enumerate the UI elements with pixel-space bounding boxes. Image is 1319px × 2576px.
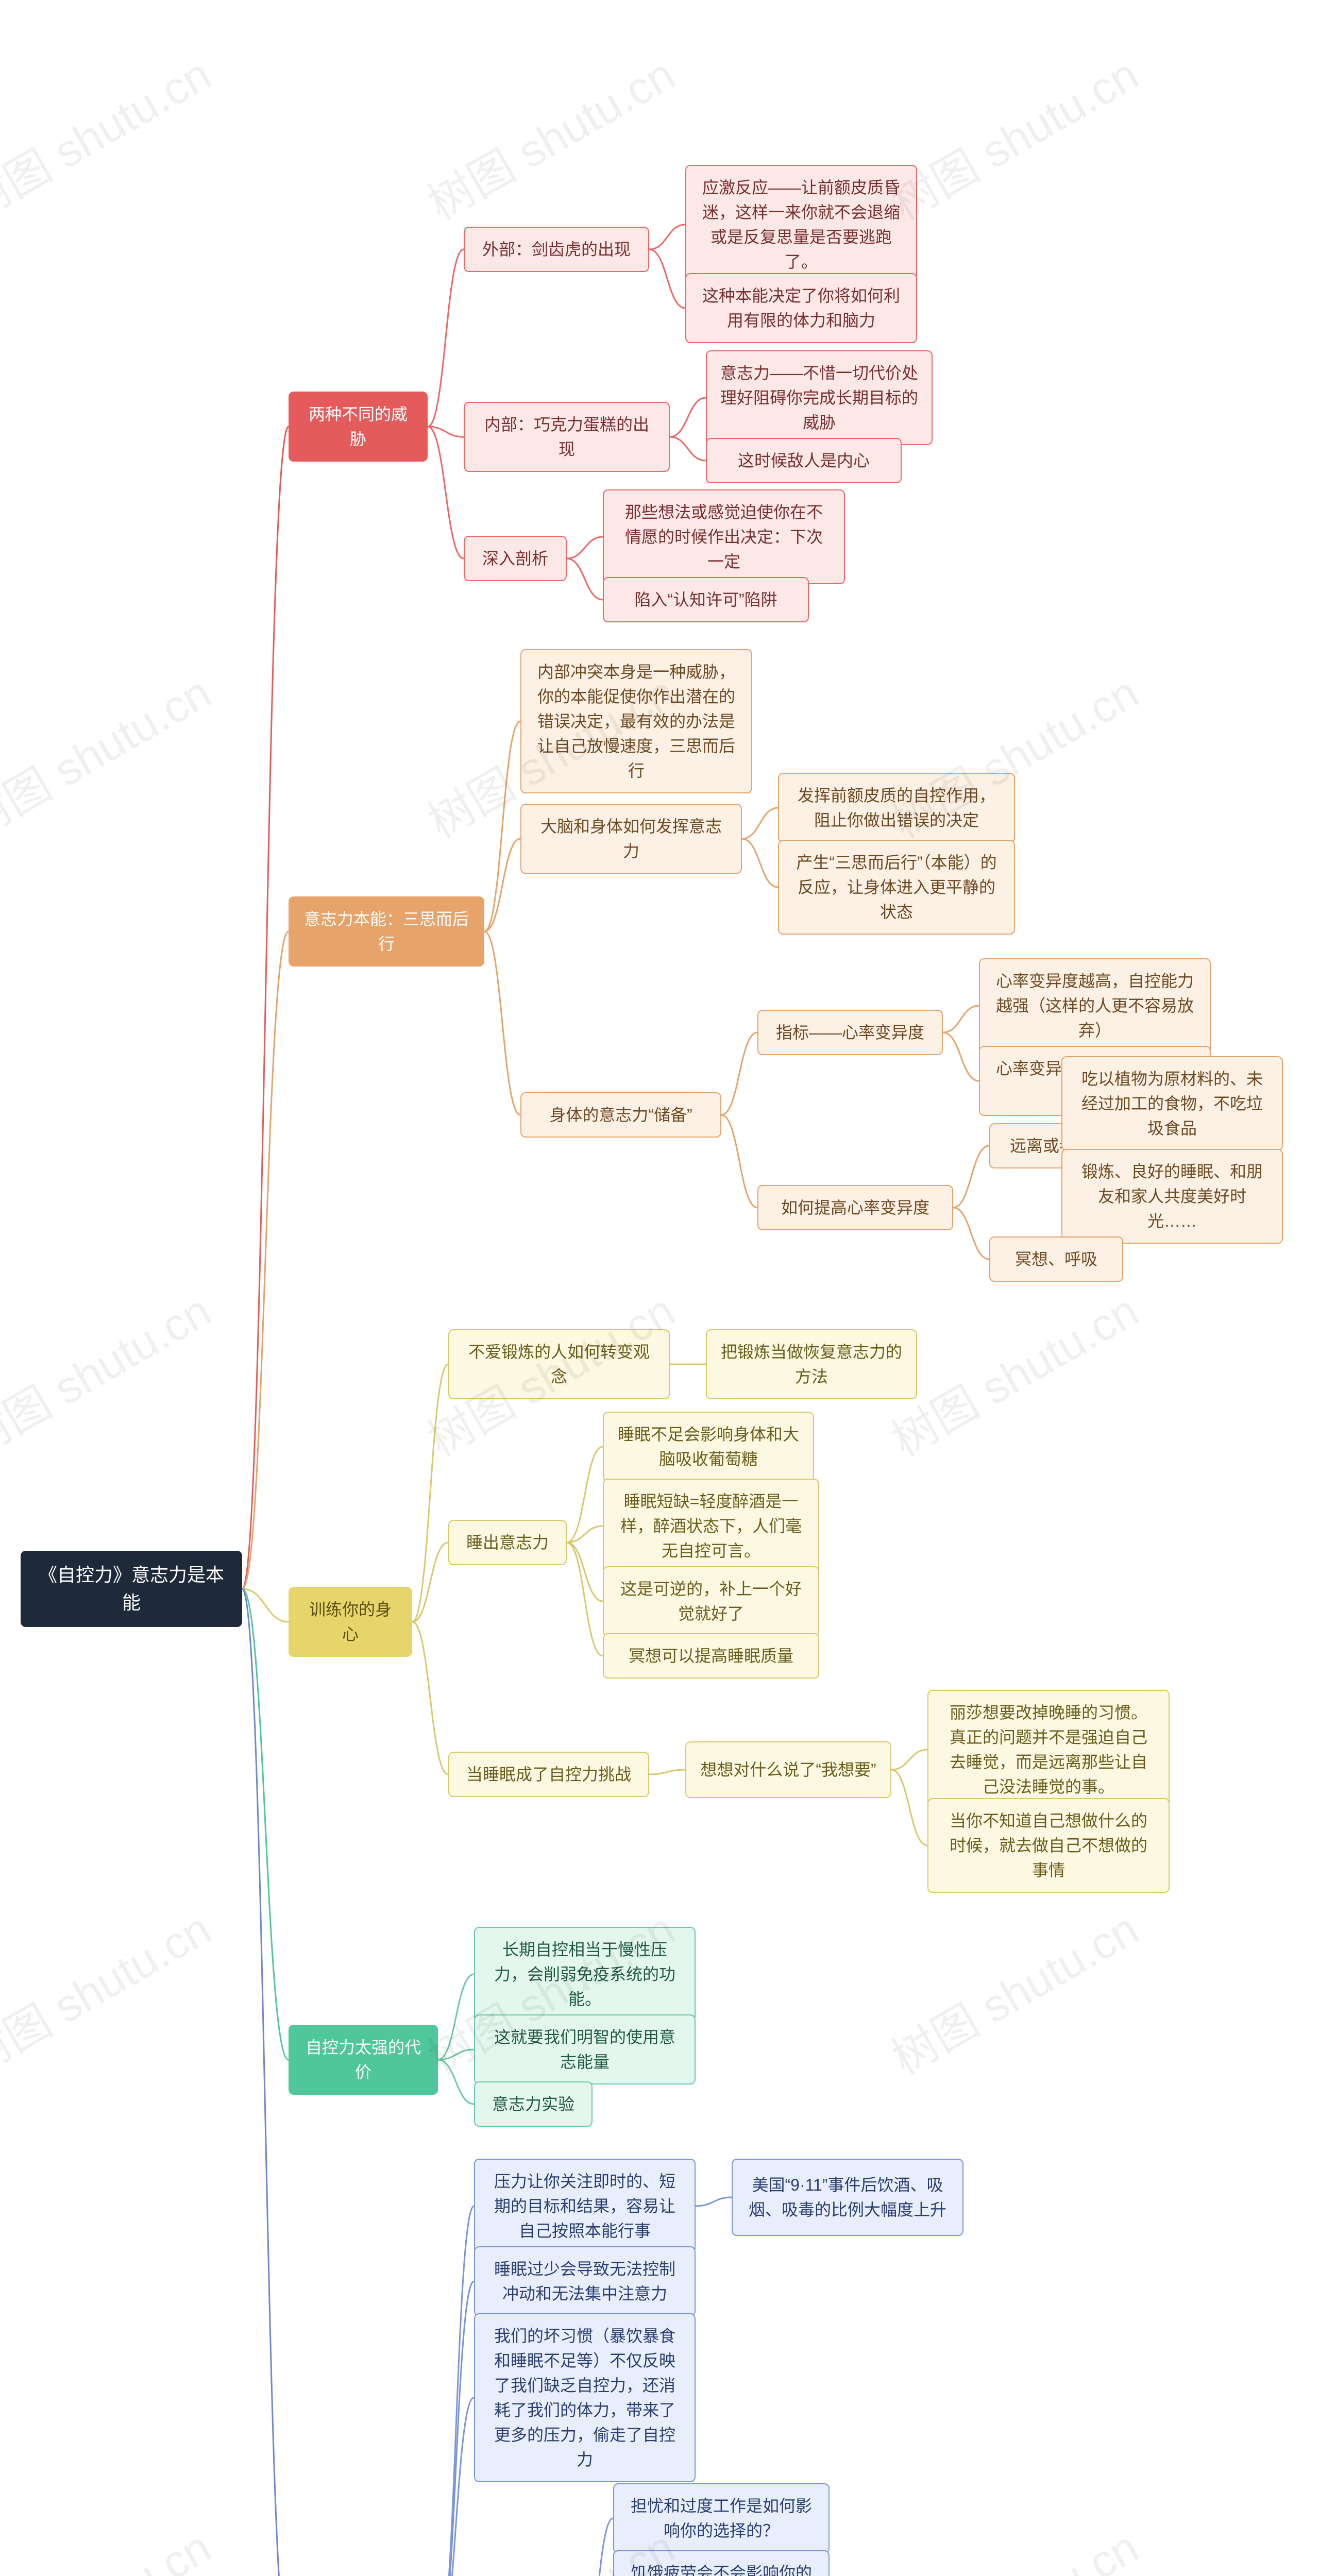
edge-c2-c2d xyxy=(567,1543,603,1656)
node-e3[interactable]: 我们的坏习惯（暴饮暴食和睡眠不足等）不仅反映了我们缺乏自控力，还消耗了我们的体力… xyxy=(474,2313,696,2482)
edge-b-b1 xyxy=(484,721,520,931)
edge-r-e xyxy=(242,1589,289,2576)
node-c3[interactable]: 当睡眠成了自控力挑战 xyxy=(448,1752,649,1797)
edge-b3a-b3a1 xyxy=(943,1006,979,1032)
node-a2[interactable]: 内部：巧克力蛋糕的出现 xyxy=(464,402,670,472)
edge-c3a-c3a1 xyxy=(891,1750,927,1770)
node-e2[interactable]: 睡眠过少会导致无法控制冲动和无法集中注意力 xyxy=(474,2246,696,2316)
node-b1[interactable]: 内部冲突本身是一种威胁，你的本能促使你作出潜在的错误决定，最有效的办法是让自己放… xyxy=(520,649,752,793)
node-c1[interactable]: 不爱锻炼的人如何转变观念 xyxy=(448,1329,670,1399)
edge-a-a1 xyxy=(428,249,464,427)
node-b3b1b[interactable]: 锻炼、良好的睡眠、和朋友和家人共度美好时光…… xyxy=(1061,1149,1283,1244)
edge-b3b-b3b2 xyxy=(953,1208,989,1259)
edge-a-a2 xyxy=(428,427,464,437)
node-b[interactable]: 意志力本能：三思而后行 xyxy=(289,896,484,967)
watermark: 树图 shutu.cn xyxy=(414,39,685,233)
node-c2c[interactable]: 这是可逆的，补上一个好觉就好了 xyxy=(603,1566,819,1636)
edge-e-e2 xyxy=(438,2281,474,2576)
edge-r-c xyxy=(242,1589,289,1622)
node-b2a[interactable]: 发挥前额皮质的自控作用，阻止你做出错误的决定 xyxy=(778,773,1015,843)
node-d[interactable]: 自控力太强的代价 xyxy=(289,2025,438,2095)
node-a3a[interactable]: 那些想法或感觉迫使你在不情愿的时候作出决定：下次一定 xyxy=(603,489,845,584)
node-c3a2[interactable]: 当你不知道自己想做什么的时候，就去做自己不想做的事情 xyxy=(927,1798,1170,1893)
edge-e-e3 xyxy=(438,2398,474,2576)
edge-r-d xyxy=(242,1589,289,2060)
node-b3b2[interactable]: 冥想、呼吸 xyxy=(989,1236,1123,1282)
edge-a1-a1b xyxy=(649,249,685,308)
edge-c-c2 xyxy=(412,1543,448,1622)
node-a1a[interactable]: 应激反应——让前额皮质昏迷，这样一来你就不会退缩或是反复思量是否要逃跑了。 xyxy=(685,165,917,284)
node-b3a[interactable]: 指标——心率变异度 xyxy=(757,1010,943,1055)
edge-c3a-c3a2 xyxy=(891,1770,927,1845)
edge-c2-c2b xyxy=(567,1526,603,1543)
node-d2[interactable]: 这就要我们明智的使用意志能量 xyxy=(474,2014,696,2084)
watermark: 树图 shutu.cn xyxy=(0,2512,221,2576)
node-b2b[interactable]: 产生“三思而后行”（本能）的反应，让身体进入更平静的状态 xyxy=(778,840,1015,935)
edge-a2-a2b xyxy=(670,437,706,461)
edge-d-d3 xyxy=(438,2060,474,2104)
node-c2[interactable]: 睡出意志力 xyxy=(448,1520,567,1565)
edge-a-a3 xyxy=(428,427,464,558)
node-a1[interactable]: 外部：剑齿虎的出现 xyxy=(464,227,649,272)
watermark: 树图 shutu.cn xyxy=(878,2512,1148,2576)
edge-b3a-b3a2 xyxy=(943,1032,979,1081)
node-e4a[interactable]: 担忧和过度工作是如何影响你的选择的？ xyxy=(613,2483,830,2553)
edge-a3-a3a xyxy=(567,537,603,558)
node-b3a1[interactable]: 心率变异度越高，自控能力越强（这样的人更不容易放弃） xyxy=(979,958,1211,1053)
node-a2b[interactable]: 这时候敌人是内心 xyxy=(706,438,902,483)
edge-r-b xyxy=(242,931,289,1589)
node-c2d[interactable]: 冥想可以提高睡眠质量 xyxy=(603,1633,819,1679)
node-c1a[interactable]: 把锻炼当做恢复意志力的方法 xyxy=(706,1329,917,1399)
edge-c2-c2a xyxy=(567,1447,603,1543)
node-e4b[interactable]: 饥饿疲劳会不会影响你的意志力？ 会 xyxy=(613,2550,830,2576)
watermark: 树图 shutu.cn xyxy=(0,39,221,233)
node-c3a[interactable]: 想想对什么说了“我想要” xyxy=(685,1741,891,1798)
watermark: 树图 shutu.cn xyxy=(878,1893,1148,2088)
edge-b2-b2a xyxy=(742,808,778,839)
watermark: 树图 shutu.cn xyxy=(0,1275,221,1469)
node-d3[interactable]: 意志力实验 xyxy=(474,2081,593,2127)
edge-r-a xyxy=(242,427,289,1589)
edge-b3-b3b xyxy=(721,1115,757,1208)
edge-b3b-b3b1 xyxy=(953,1146,989,1208)
node-b2[interactable]: 大脑和身体如何发挥意志力 xyxy=(520,804,742,874)
watermark: 树图 shutu.cn xyxy=(878,39,1148,233)
node-e1a[interactable]: 美国“9·11”事件后饮酒、吸烟、吸毒的比例大幅度上升 xyxy=(732,2159,963,2236)
node-c2a[interactable]: 睡眠不足会影响身体和大脑吸收葡萄糖 xyxy=(603,1412,814,1482)
node-b3b1a[interactable]: 吃以植物为原材料的、未经过加工的食物，不吃垃圾食品 xyxy=(1061,1056,1283,1151)
edge-b3-b3a xyxy=(721,1032,757,1115)
node-b3[interactable]: 身体的意志力“储备” xyxy=(520,1092,721,1138)
edge-e4-e4a xyxy=(577,2518,613,2576)
edge-c2-c2c xyxy=(567,1543,603,1601)
root-node[interactable]: 《自控力》意志力是本能 xyxy=(21,1551,242,1627)
edge-b-b2 xyxy=(484,839,520,931)
edge-a3-a3b xyxy=(567,558,603,600)
node-a1b[interactable]: 这种本能决定了你将如何利用有限的体力和脑力 xyxy=(685,273,917,343)
node-a2a[interactable]: 意志力——不惜一切代价处理好阻碍你完成长期目标的威胁 xyxy=(706,350,933,445)
edge-c-c1 xyxy=(412,1364,448,1622)
edge-d-d1 xyxy=(438,1974,474,2060)
edge-b2-b2b xyxy=(742,839,778,887)
node-c2b[interactable]: 睡眠短缺=轻度醉酒是一样，醉酒状态下，人们毫无自控可言。 xyxy=(603,1479,819,1573)
edge-c3-c3a xyxy=(649,1770,685,1774)
node-a3b[interactable]: 陷入“认知许可”陷阱 xyxy=(603,577,809,622)
edge-e-e1 xyxy=(438,2206,474,2576)
node-c3a1[interactable]: 丽莎想要改掉晚睡的习惯。真正的问题并不是强迫自己去睡觉，而是远离那些让自己没法睡… xyxy=(927,1690,1170,1809)
node-e1[interactable]: 压力让你关注即时的、短期的目标和结果，容易让自己按照本能行事 xyxy=(474,2159,696,2253)
edge-d-d2 xyxy=(438,2049,474,2060)
node-a[interactable]: 两种不同的威胁 xyxy=(289,392,428,462)
watermark: 树图 shutu.cn xyxy=(0,657,221,851)
edge-a1-a1a xyxy=(649,225,685,249)
edge-e1-e1a xyxy=(696,2197,732,2206)
edge-a2-a2a xyxy=(670,398,706,437)
edge-b-b3 xyxy=(484,931,520,1115)
node-d1[interactable]: 长期自控相当于慢性压力，会削弱免疫系统的功能。 xyxy=(474,1927,696,2022)
node-a3[interactable]: 深入剖析 xyxy=(464,536,567,581)
watermark: 树图 shutu.cn xyxy=(878,1275,1148,1469)
node-c[interactable]: 训练你的身心 xyxy=(289,1587,412,1657)
node-b3b[interactable]: 如何提高心率变异度 xyxy=(757,1185,953,1230)
watermark: 树图 shutu.cn xyxy=(0,1893,221,2088)
mindmap-stage: 《自控力》意志力是本能 两种不同的威胁 外部：剑齿虎的出现应激反应——让前额皮质昏迷… xyxy=(0,0,1319,2576)
edge-c-c3 xyxy=(412,1622,448,1774)
